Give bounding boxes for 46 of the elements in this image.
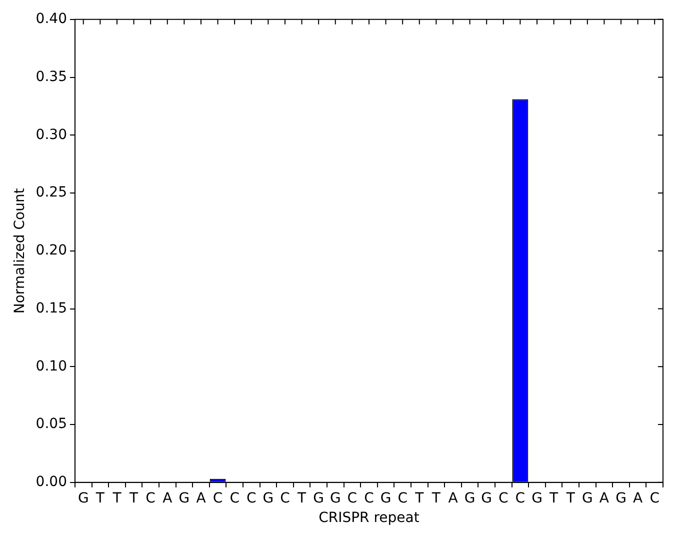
y-tick-label: 0.40 xyxy=(36,11,67,28)
y-tick-label: 0.30 xyxy=(36,126,67,143)
x-tick-label: T xyxy=(128,490,138,506)
x-tick-label: C xyxy=(398,490,408,506)
y-tick-label: 0.15 xyxy=(36,300,67,316)
x-tick-label: G xyxy=(330,490,341,506)
x-tick-label: C xyxy=(146,490,156,506)
x-tick-label: C xyxy=(230,490,240,506)
x-tick-label: T xyxy=(565,490,576,506)
y-tick-label: 0.10 xyxy=(36,358,67,374)
x-tick-label: G xyxy=(481,490,492,506)
x-tick-label: C xyxy=(498,490,508,506)
x-tick-label: T xyxy=(112,490,122,506)
x-tick-label: G xyxy=(78,490,89,506)
x-tick-label: C xyxy=(246,490,256,506)
x-tick-label: G xyxy=(582,490,593,506)
x-tick-label: C xyxy=(280,490,290,506)
x-tick-label: G xyxy=(262,490,274,506)
x-tick-label: C xyxy=(212,490,223,506)
x-tick-label: C xyxy=(515,490,526,506)
y-tick-label: 0.20 xyxy=(36,242,67,259)
x-tick-label: A xyxy=(196,490,206,506)
y-axis-title: Normalized Count xyxy=(12,188,28,314)
x-tick-label: C xyxy=(364,490,374,506)
y-tick-label: 0.00 xyxy=(36,474,67,490)
x-tick-label: A xyxy=(162,490,173,506)
x-tick-label: T xyxy=(430,490,441,506)
x-tick-label: A xyxy=(448,490,458,506)
x-tick-label: T xyxy=(548,490,559,506)
x-tick-label: T xyxy=(414,490,424,506)
x-tick-label: A xyxy=(633,490,644,506)
x-tick-label: G xyxy=(464,490,476,506)
x-axis-title: CRISPR repeat xyxy=(318,510,420,526)
y-tick-label: 0.25 xyxy=(36,184,67,201)
x-tick-label: G xyxy=(178,490,190,506)
x-tick-label: T xyxy=(94,490,105,506)
x-tick-label: G xyxy=(313,490,324,506)
x-tick-label: G xyxy=(616,490,626,506)
x-tick-label: A xyxy=(599,490,610,506)
x-tick-label: C xyxy=(650,490,660,506)
x-tick-label: G xyxy=(380,490,392,506)
x-tick-label: C xyxy=(347,490,358,506)
y-tick-label: 0.35 xyxy=(36,68,67,85)
y-tick-label: 0.05 xyxy=(36,416,67,432)
x-tick-label: G xyxy=(532,490,542,506)
x-tick-label: T xyxy=(296,490,306,506)
